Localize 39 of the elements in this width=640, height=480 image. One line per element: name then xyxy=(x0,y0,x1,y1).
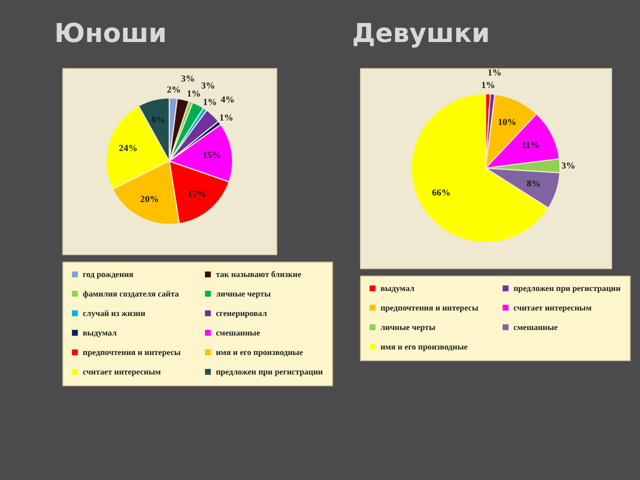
legend-label: случай из жизни xyxy=(82,309,146,318)
data-label: 17% xyxy=(188,190,206,200)
legend-label: предпочтения и интересы xyxy=(82,348,182,358)
data-label: 24% xyxy=(118,144,138,154)
data-label: 1% xyxy=(186,90,201,100)
legend-label: предложен при регистрации xyxy=(513,284,621,294)
data-label: 1% xyxy=(202,98,217,108)
legend-label: считает интересным xyxy=(513,303,592,312)
data-label: 20% xyxy=(140,195,159,206)
data-label: 3% xyxy=(561,161,576,172)
data-label: 1% xyxy=(488,68,502,79)
legend-label: имя и его производные xyxy=(216,348,304,358)
legend-label: смешанные xyxy=(513,323,558,332)
legend-label: так называют близкие xyxy=(216,270,302,280)
data-label: 10% xyxy=(498,118,516,128)
legend-label: предпочтения и интересы xyxy=(380,303,479,312)
data-label: 2% xyxy=(166,85,181,96)
data-label: 1% xyxy=(219,114,234,124)
data-label: 3% xyxy=(180,74,195,84)
legend-label: имя и его производные xyxy=(380,342,468,352)
data-label: 66% xyxy=(432,188,451,198)
legend-label: год рождения xyxy=(82,270,134,280)
data-label: 8% xyxy=(526,180,541,190)
legend-label: фамилия создателя сайта xyxy=(82,290,180,299)
legend-label: считает интересным xyxy=(82,368,162,377)
data-label: 4% xyxy=(220,96,235,106)
chart-title: Девушки xyxy=(352,19,490,50)
legend-label: личные черты xyxy=(216,290,272,299)
data-label: 15% xyxy=(202,150,222,161)
data-label: 11% xyxy=(522,140,540,151)
legend-label: личные черты xyxy=(380,323,436,332)
legend-label: выдумал xyxy=(82,328,118,338)
data-label: 1% xyxy=(481,81,496,92)
data-label: 3% xyxy=(201,82,216,92)
legend-label: смешанные xyxy=(216,328,260,338)
chart-title: Юноши xyxy=(54,19,167,50)
legend-label: выдумал xyxy=(380,284,415,294)
legend-label: предложен при регистрации xyxy=(216,368,324,377)
legend-label: сгенерировал xyxy=(216,309,268,318)
